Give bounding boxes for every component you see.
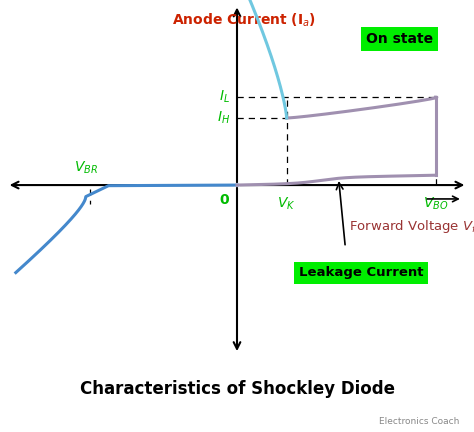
Text: $I_L$: $I_L$ (219, 89, 230, 105)
Text: Characteristics of Shockley Diode: Characteristics of Shockley Diode (80, 381, 394, 398)
Text: Forward Voltage $V_f$: Forward Voltage $V_f$ (349, 218, 474, 235)
Text: $V_K$: $V_K$ (277, 195, 296, 212)
Text: 0: 0 (219, 193, 229, 207)
Text: $I_H$: $I_H$ (217, 110, 230, 126)
Text: Anode Current (I$_a$): Anode Current (I$_a$) (172, 12, 316, 29)
Text: $V_{BR}$: $V_{BR}$ (74, 159, 98, 176)
Text: Electronics Coach: Electronics Coach (379, 417, 460, 426)
Text: $V_{BO}$: $V_{BO}$ (423, 195, 448, 212)
Text: On state: On state (366, 32, 433, 46)
Text: Leakage Current: Leakage Current (299, 267, 423, 280)
